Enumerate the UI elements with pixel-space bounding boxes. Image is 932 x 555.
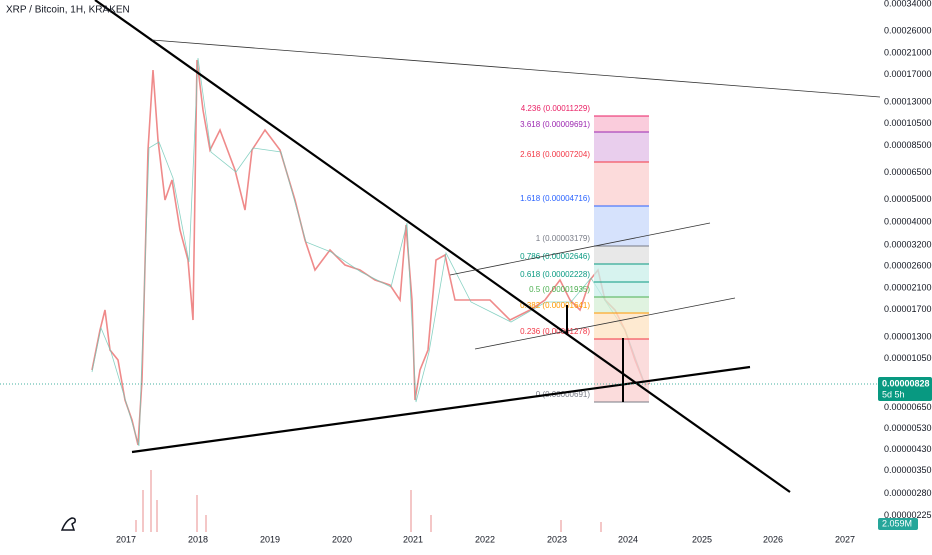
price-path xyxy=(91,59,651,446)
fib-label: 0.618 (0.00002228) xyxy=(520,270,590,279)
fib-band xyxy=(594,162,649,206)
fib-band xyxy=(594,116,649,132)
price-label: 0.00000225 xyxy=(884,510,932,520)
price-path-up xyxy=(91,57,647,447)
fib-label: 0 (0.00000691) xyxy=(536,390,591,399)
countdown: 5d 5h xyxy=(882,389,905,399)
price-label: 0.00010500 xyxy=(884,118,932,128)
price-label: 0.00002100 xyxy=(884,282,932,292)
chart-title: XRP / Bitcoin, 1H, KRAKEN xyxy=(6,5,130,16)
price-label: 0.00000430 xyxy=(884,444,932,454)
fib-label: 0.236 (0.00001278) xyxy=(520,327,590,336)
time-label: 2024 xyxy=(618,534,638,544)
price-axis: 0.00034000 0.00026000 0.00021000 0.00017000… xyxy=(884,0,932,520)
time-label: 2026 xyxy=(763,534,783,544)
time-label: 2022 xyxy=(475,534,495,544)
time-label: 2017 xyxy=(116,534,136,544)
price-label: 0.00034000 xyxy=(884,0,932,8)
time-axis: 2017 2018 2019 2020 2021 2022 2023 2024 2025 2026… xyxy=(116,534,855,544)
price-label: 0.00004000 xyxy=(884,217,932,227)
trend-line xyxy=(131,365,751,454)
fib-band xyxy=(594,132,649,162)
last-price-tag xyxy=(878,377,932,401)
price-label: 0.00017000 xyxy=(884,69,932,79)
trend-line xyxy=(94,0,791,493)
price-label: 0.00002600 xyxy=(884,261,932,271)
price-label: 0.00001300 xyxy=(884,331,932,341)
fib-band xyxy=(594,313,649,339)
price-label: 0.00000350 xyxy=(884,465,932,475)
volume-tag xyxy=(878,518,918,530)
volume-value: 2.059M xyxy=(882,518,912,528)
price-label: 0.00005000 xyxy=(884,194,932,204)
fib-label: 4.236 (0.00011229) xyxy=(521,104,591,113)
fib-band xyxy=(594,246,649,264)
fib-label: 2.618 (0.00007204) xyxy=(520,150,590,159)
fib-label: 3.618 (0.00009691) xyxy=(520,120,590,129)
price-label: 0.00013000 xyxy=(884,96,932,106)
logo xyxy=(60,517,76,531)
price-label: 0.00026000 xyxy=(884,26,932,36)
time-label: 2018 xyxy=(188,534,208,544)
fib-band xyxy=(594,297,649,313)
fib-retracement: 4.236 (0.00011229) 3.618 (0.00009691) 2.61… xyxy=(520,104,649,403)
fib-band xyxy=(594,339,649,402)
price-label: 0.00006500 xyxy=(884,167,932,177)
channel-line xyxy=(449,222,711,276)
fib-label: 0.786 (0.00002646) xyxy=(520,252,590,261)
price-label: 0.00008500 xyxy=(884,140,932,150)
time-label: 2025 xyxy=(692,534,712,544)
fib-label: 0.382 (0.00001641) xyxy=(520,301,590,310)
time-label: 2023 xyxy=(547,534,567,544)
time-label: 2021 xyxy=(403,534,423,544)
time-label: 2020 xyxy=(332,534,352,544)
channel-line xyxy=(474,297,736,350)
fib-band xyxy=(594,264,649,282)
time-label: 2019 xyxy=(260,534,280,544)
price-label: 0.00021000 xyxy=(884,48,932,58)
time-label: 2027 xyxy=(835,534,855,544)
fib-label: 1.618 (0.00004716) xyxy=(520,194,590,203)
price-label: 0.00001050 xyxy=(884,353,932,363)
price-label: 0.00000650 xyxy=(884,402,932,412)
price-label: 0.00001700 xyxy=(884,304,932,314)
price-label: 0.00003200 xyxy=(884,239,932,249)
volume xyxy=(135,470,602,532)
price-label: 0.00000530 xyxy=(884,423,932,433)
trend-line xyxy=(151,39,881,98)
last-price: 0.00000828 xyxy=(882,378,930,388)
price-label: 0.00000280 xyxy=(884,488,932,498)
fib-label: 0.5 (0.00001935) xyxy=(529,285,590,294)
fib-band xyxy=(594,282,649,297)
fib-label: 1 (0.00003179) xyxy=(536,234,591,243)
fib-band xyxy=(594,206,649,246)
